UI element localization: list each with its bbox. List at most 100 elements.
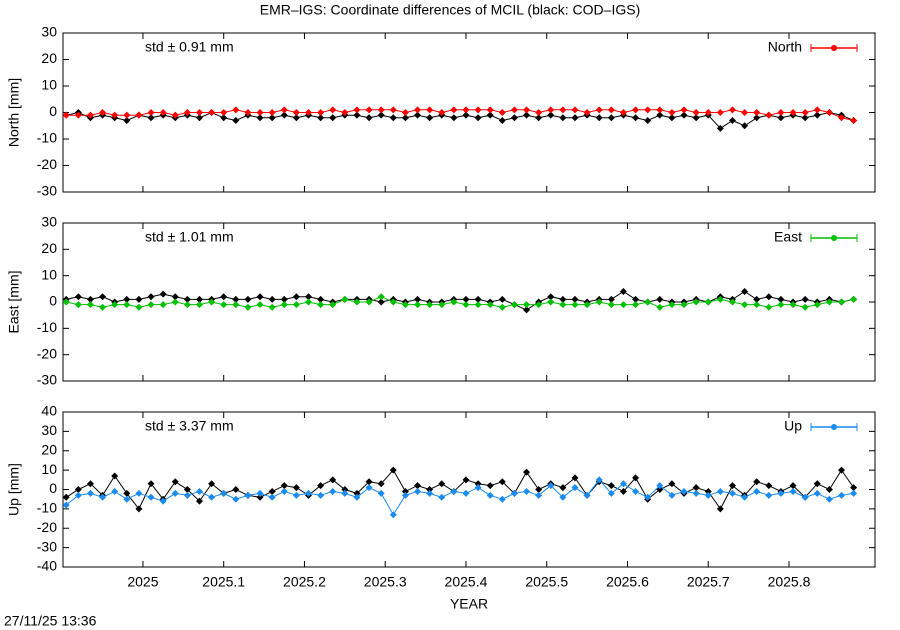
data-point — [547, 106, 555, 114]
data-point — [510, 106, 518, 114]
data-point — [86, 489, 94, 497]
data-point — [583, 301, 591, 309]
data-point — [232, 486, 240, 493]
data-point — [208, 493, 216, 501]
data-point — [377, 111, 385, 119]
data-point — [171, 298, 179, 306]
data-point — [535, 109, 543, 116]
data-point — [244, 295, 252, 303]
data-point — [304, 298, 312, 306]
data-point — [86, 480, 94, 488]
data-point — [317, 109, 325, 116]
data-point — [280, 106, 288, 114]
data-point — [74, 491, 82, 499]
data-point — [426, 114, 434, 122]
data-point — [329, 106, 337, 114]
data-point — [716, 505, 724, 513]
data-point — [317, 295, 325, 303]
data-point — [789, 301, 797, 309]
data-point — [341, 489, 349, 497]
x-tick-label: 2025.4 — [445, 574, 488, 590]
data-point — [220, 301, 228, 309]
data-point — [123, 301, 131, 309]
data-point — [753, 114, 761, 122]
y-tick-label: 20 — [41, 441, 57, 457]
data-point — [692, 484, 700, 492]
x-tick-label: 2025.6 — [606, 574, 649, 590]
data-point — [208, 480, 216, 488]
data-point — [426, 486, 434, 493]
data-point — [195, 109, 203, 116]
data-point — [632, 114, 640, 122]
data-point — [389, 298, 397, 306]
data-point — [195, 114, 203, 122]
data-point — [292, 484, 300, 492]
data-point — [377, 106, 385, 114]
data-point — [486, 111, 494, 119]
data-point — [837, 114, 845, 122]
data-point — [474, 114, 482, 122]
data-point — [123, 116, 131, 124]
data-point — [111, 487, 119, 495]
data-point — [111, 472, 119, 480]
data-point — [801, 114, 809, 122]
data-point — [99, 109, 107, 116]
data-point — [232, 495, 240, 503]
data-point — [377, 298, 385, 306]
data-point — [523, 487, 531, 495]
data-point — [280, 482, 288, 490]
data-point — [486, 482, 494, 490]
y-tick-label: 20 — [41, 240, 57, 256]
data-point — [450, 114, 458, 122]
data-point — [813, 480, 821, 488]
data-point — [304, 293, 312, 301]
data-point — [292, 114, 300, 122]
data-point — [232, 295, 240, 303]
data-point — [571, 106, 579, 114]
data-point — [632, 106, 640, 114]
x-tick-label: 2025 — [127, 574, 158, 590]
data-point — [704, 109, 712, 116]
y-tick-label: -10 — [37, 130, 57, 146]
plot-frame — [62, 222, 876, 382]
data-point — [147, 480, 155, 488]
data-point — [377, 293, 385, 301]
data-point — [317, 301, 325, 309]
data-point — [135, 295, 143, 303]
data-point — [401, 114, 409, 122]
data-point — [547, 482, 555, 490]
data-point — [765, 111, 773, 119]
data-point — [607, 301, 615, 309]
data-point — [668, 114, 676, 122]
data-point — [728, 298, 736, 306]
y-tick-label: -30 — [37, 372, 57, 388]
data-point — [716, 487, 724, 495]
data-point — [414, 301, 422, 309]
legend-label: North — [768, 39, 802, 55]
data-point — [123, 111, 131, 119]
data-point — [304, 109, 312, 116]
data-point — [280, 111, 288, 119]
data-point — [741, 301, 749, 309]
data-point — [220, 293, 228, 301]
data-point — [632, 295, 640, 303]
data-point — [389, 106, 397, 114]
data-point — [801, 493, 809, 501]
data-point — [741, 109, 749, 116]
data-point — [595, 106, 603, 114]
data-point — [559, 106, 567, 114]
data-point — [680, 111, 688, 119]
data-point — [644, 493, 652, 501]
data-point — [341, 486, 349, 493]
data-point — [704, 298, 712, 306]
data-point — [559, 301, 567, 309]
data-point — [498, 295, 506, 303]
data-point — [304, 489, 312, 497]
data-point — [692, 489, 700, 497]
data-point — [159, 301, 167, 309]
data-point — [716, 295, 724, 303]
data-point — [619, 109, 627, 116]
data-point — [256, 489, 264, 497]
data-point — [789, 482, 797, 490]
data-point — [801, 295, 809, 303]
